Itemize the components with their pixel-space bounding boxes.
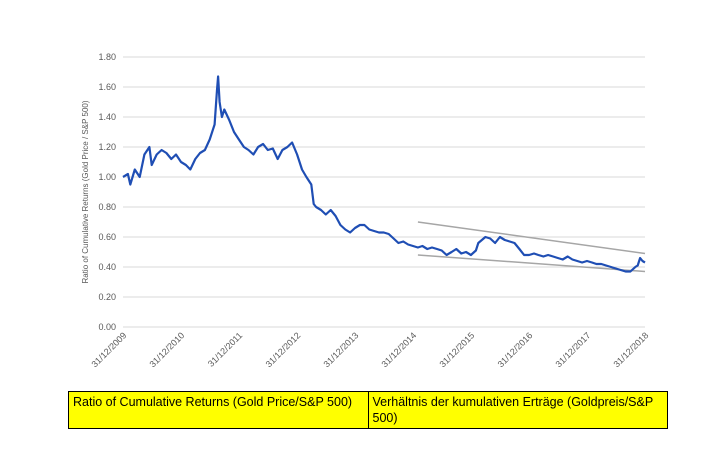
y-tick-label: 0.40 (98, 262, 116, 272)
y-tick-label: 0.80 (98, 202, 116, 212)
x-tick-label: 31/12/2017 (554, 330, 593, 369)
y-tick-labels: 0.00 0.20 0.40 0.60 0.80 1.00 1.20 1.40 1.60 1.80 (98, 52, 116, 332)
y-axis-label: Ratio of Cumulative Returns (Gold Price … (81, 100, 90, 283)
trend-line (417, 221, 646, 255)
x-tick-label: 31/12/2016 (496, 330, 535, 369)
trend-line (417, 254, 646, 273)
x-tick-label: 31/12/2011 (206, 330, 244, 368)
gridlines (123, 56, 645, 328)
x-tick-label: 31/12/2012 (264, 330, 303, 369)
caption-table: Ratio of Cumulative Returns (Gold Price/… (68, 391, 668, 429)
x-tick-labels: 31/12/2009 31/12/2010 31/12/2011 31/12/2012… (89, 330, 650, 369)
caption-german: Verhältnis der kumulativen Erträge (Gold… (367, 391, 668, 429)
y-tick-label: 1.80 (98, 52, 116, 62)
x-tick-label: 31/12/2014 (379, 330, 418, 369)
chart: 0.00 0.20 0.40 0.60 0.80 1.00 1.20 1.40 1.60 1.80… (81, 52, 650, 369)
y-tick-label: 1.20 (98, 142, 116, 152)
x-tick-label: 31/12/2018 (611, 330, 650, 369)
caption-english: Ratio of Cumulative Returns (Gold Price/… (68, 391, 369, 429)
y-tick-label: 1.40 (98, 112, 116, 122)
x-tick-label: 31/12/2015 (437, 330, 476, 369)
y-tick-label: 0.20 (98, 292, 116, 302)
y-tick-label: 0.60 (98, 232, 116, 242)
x-tick-label: 31/12/2009 (89, 330, 128, 369)
x-tick-label: 31/12/2010 (147, 330, 186, 369)
caption-row: Ratio of Cumulative Returns (Gold Price/… (68, 391, 668, 429)
series-lines (122, 75, 646, 273)
y-tick-label: 0.00 (98, 322, 116, 332)
series-line (122, 75, 646, 273)
trend-lines (417, 221, 646, 273)
y-tick-label: 1.00 (98, 172, 116, 182)
y-tick-label: 1.60 (98, 82, 116, 92)
x-tick-label: 31/12/2013 (322, 330, 361, 369)
